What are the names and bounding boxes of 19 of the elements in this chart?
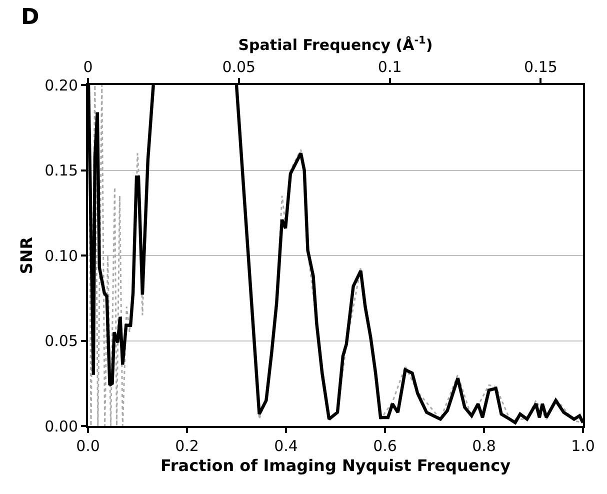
y-axis-title: SNR xyxy=(16,236,36,274)
x2-tick-label: 0.05 xyxy=(222,58,256,76)
y-tick-label: 0.15 xyxy=(44,162,78,180)
x-tick-label: 0.0 xyxy=(76,437,100,455)
x2-tick-label: 0.1 xyxy=(378,58,402,76)
x-tick-label: 1.0 xyxy=(571,437,595,455)
x-tick-label: 0.4 xyxy=(274,437,298,455)
y-tick-label: 0.10 xyxy=(44,246,78,265)
x2-tick-label: 0.15 xyxy=(524,58,558,76)
text: D xyxy=(21,5,40,30)
y-tick-label: 0.05 xyxy=(44,332,78,350)
x-axis-title: Fraction of Imaging Nyquist Frequency xyxy=(160,456,512,476)
y-tick-label: 0.00 xyxy=(44,417,78,436)
x2-axis-title: Spatial Frequency (Å$^{-1}$) xyxy=(238,34,433,54)
x-tick-label: 0.8 xyxy=(472,437,496,455)
x2-tick-label: 0 xyxy=(83,58,93,76)
x-tick-label: 0.2 xyxy=(175,437,199,455)
y-tick-label: 0.20 xyxy=(44,76,78,94)
x-tick-label: 0.6 xyxy=(373,437,397,455)
